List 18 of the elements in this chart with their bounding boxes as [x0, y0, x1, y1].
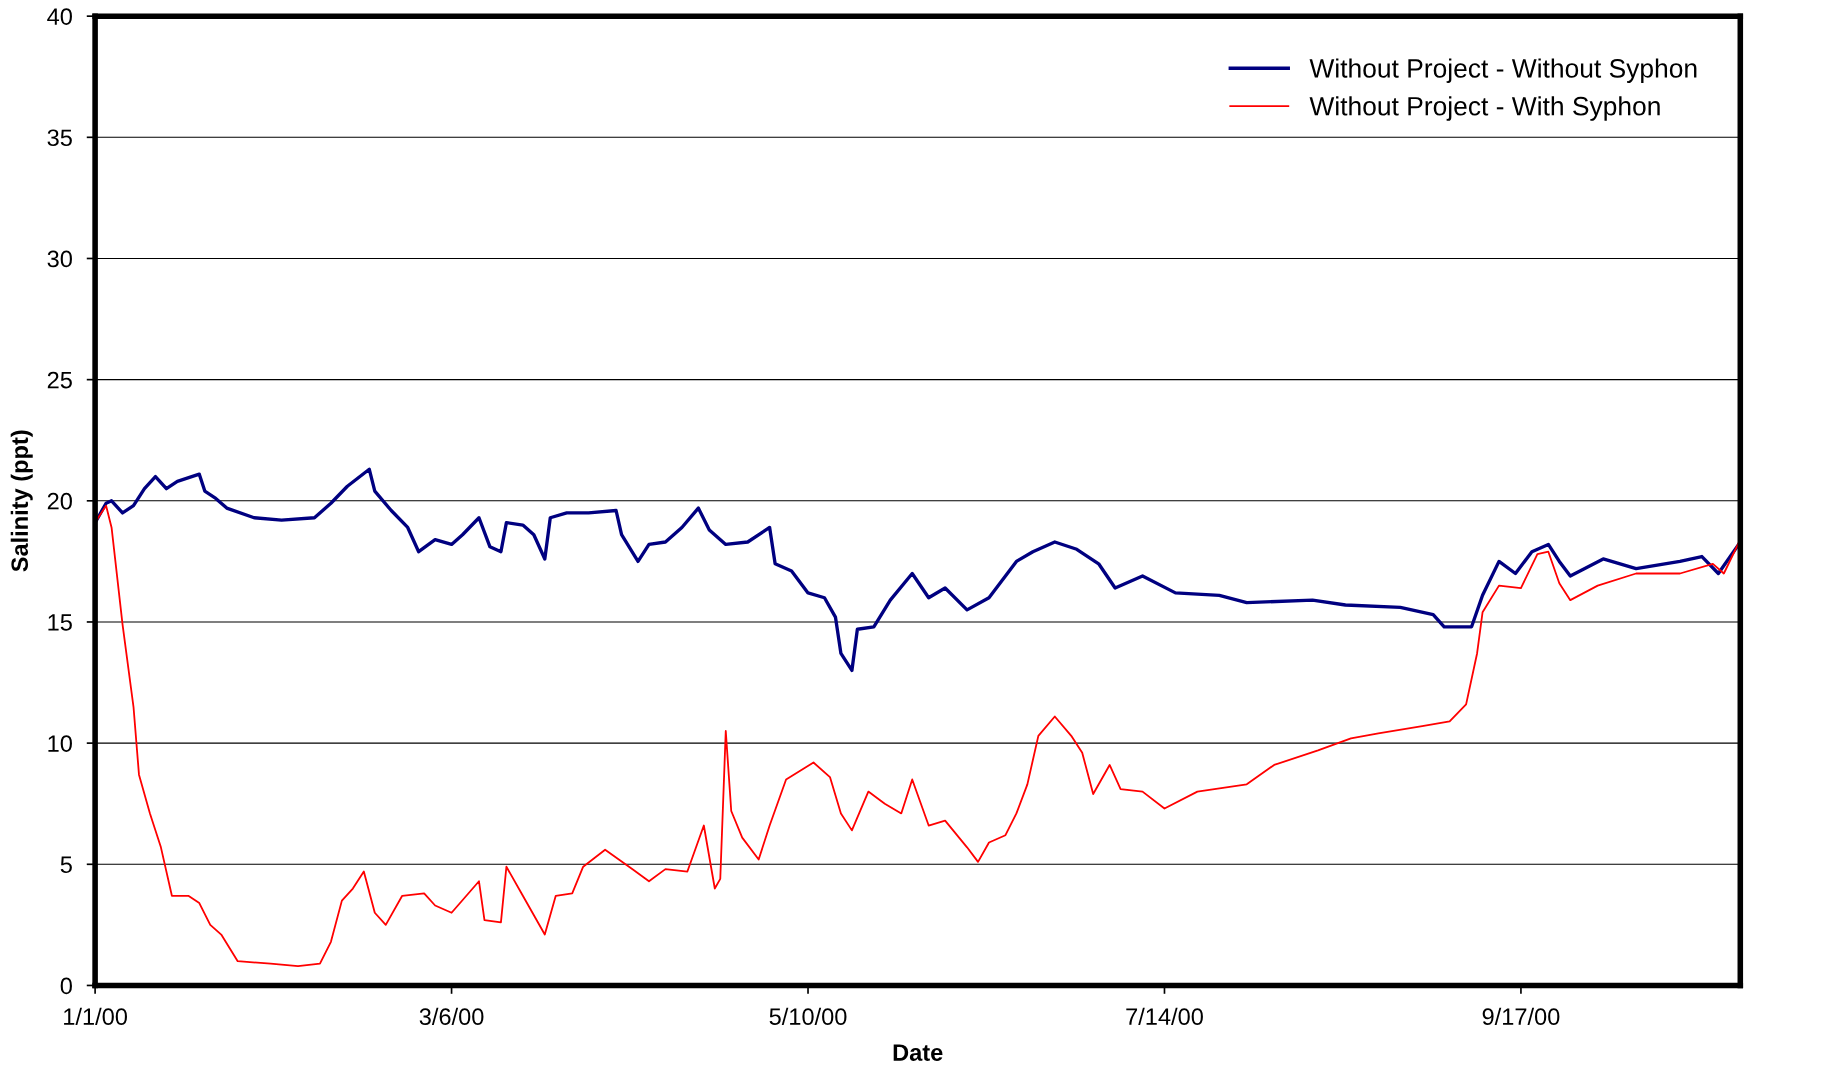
- y-tick-label: 10: [48, 735, 72, 752]
- y-tick-label: 35: [47, 129, 72, 147]
- y-tick-label: 15: [48, 614, 72, 631]
- y-axis-title: Salinity (ppt): [10, 430, 33, 572]
- x-tick-label: 7/14/00: [1126, 1007, 1203, 1026]
- y-tick-label: 40: [47, 8, 72, 25]
- legend-label: Without Project - Without Syphon: [1309, 58, 1697, 83]
- x-axis-title: Date: [893, 1044, 943, 1061]
- y-tick-label: 5: [60, 856, 72, 874]
- y-tick-label: 20: [47, 492, 72, 510]
- y-tick-label: 30: [47, 250, 72, 268]
- y-tick-label: 0: [60, 977, 72, 995]
- x-tick-label: 3/6/00: [419, 1007, 484, 1026]
- x-tick-label: 1/1/00: [64, 1007, 128, 1026]
- x-tick-label: 5/10/00: [769, 1007, 847, 1026]
- legend-label: Without Project - With Syphon: [1309, 96, 1660, 121]
- x-tick-label: 9/17/00: [1482, 1007, 1560, 1026]
- y-tick-label: 25: [47, 371, 72, 389]
